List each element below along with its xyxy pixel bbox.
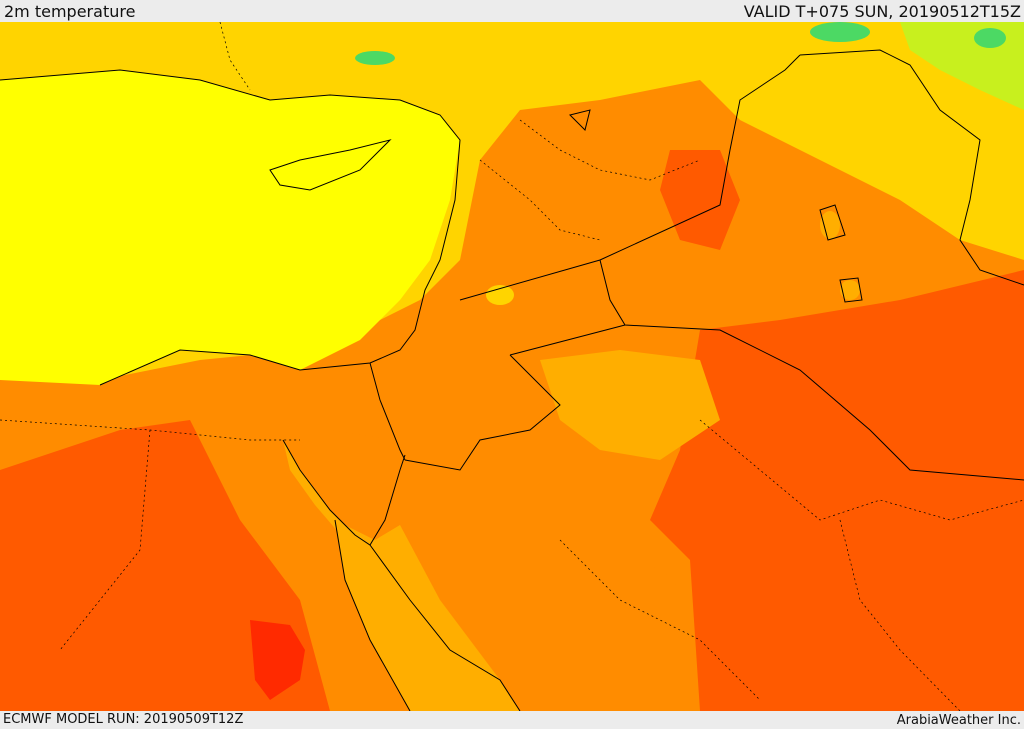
header-bar: 2m temperature VALID T+075 SUN, 20190512…: [0, 0, 1024, 22]
east-dark-zone: [650, 270, 1024, 711]
iraq-red-patch: [660, 150, 740, 250]
country-borders: [369, 49, 1024, 481]
valid-time-label: VALID T+075 SUN, 20190512T15Z: [743, 2, 1021, 21]
turkey-green-patch: [355, 51, 395, 65]
gulf-suez-light: [283, 440, 350, 540]
model-run-label: ECMWF MODEL RUN: 20190509T12Z: [3, 712, 244, 727]
euphrates-lake: [820, 211, 840, 239]
jordan-light-patch: [486, 285, 514, 305]
syrian-desert-light: [540, 350, 720, 460]
map-title: 2m temperature: [4, 2, 136, 21]
red-sea: [335, 520, 520, 711]
temperature-map: [0, 22, 1024, 711]
northeast-green-patch: [974, 28, 1006, 48]
tharthar-lake: [840, 280, 860, 300]
mediterranean-sea: [0, 70, 460, 385]
southwest-dark-zone: [0, 420, 330, 711]
arabia-light-patch: [560, 560, 680, 640]
coastlines: [0, 69, 863, 711]
sinai-orange: [280, 430, 405, 540]
footer-bar: ECMWF MODEL RUN: 20190509T12Z ArabiaWeat…: [0, 711, 1024, 729]
province-borders: [0, 22, 1024, 711]
credit-label: ArabiaWeather Inc.: [896, 713, 1021, 728]
north-green-patch: [810, 22, 870, 42]
nile-red-streak: [250, 620, 305, 700]
